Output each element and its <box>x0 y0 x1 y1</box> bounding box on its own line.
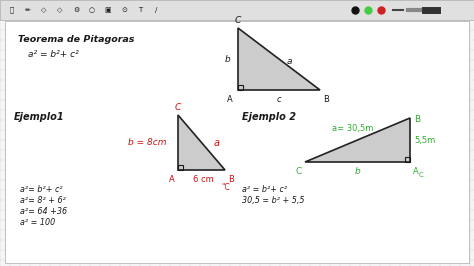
Text: ○: ○ <box>89 7 95 13</box>
Text: 30,5 = b² + 5,5: 30,5 = b² + 5,5 <box>242 196 304 205</box>
Text: C: C <box>175 103 181 112</box>
Text: a² = 100: a² = 100 <box>20 218 55 227</box>
Polygon shape <box>178 115 225 170</box>
Text: 5,5m: 5,5m <box>414 135 435 144</box>
Text: C: C <box>419 172 424 178</box>
Text: "C: "C <box>222 183 230 192</box>
Text: a= 30,5m: a= 30,5m <box>332 124 373 133</box>
Text: ◇: ◇ <box>57 7 63 13</box>
Text: a²= 64 +36: a²= 64 +36 <box>20 207 67 216</box>
Text: B: B <box>228 175 234 184</box>
Text: b: b <box>225 55 231 64</box>
Bar <box>405 157 410 162</box>
Text: A: A <box>227 95 233 104</box>
Bar <box>238 85 243 90</box>
Text: ⬛: ⬛ <box>10 7 14 13</box>
Text: ⊙: ⊙ <box>121 7 127 13</box>
Text: a² = b²+ c²: a² = b²+ c² <box>242 185 287 194</box>
Text: /: / <box>155 7 157 13</box>
Text: B: B <box>414 115 420 124</box>
Text: A: A <box>413 167 419 176</box>
Text: a²= b²+ c²: a²= b²+ c² <box>20 185 63 194</box>
Text: C: C <box>235 16 241 25</box>
Text: b: b <box>355 167 360 176</box>
Text: T: T <box>138 7 142 13</box>
Text: ✏: ✏ <box>25 7 31 13</box>
Bar <box>0 0 474 20</box>
Text: a²= 8² + 6²: a²= 8² + 6² <box>20 196 66 205</box>
Text: a² = b²+ c²: a² = b²+ c² <box>28 50 79 59</box>
Text: ◇: ◇ <box>41 7 46 13</box>
Text: A: A <box>169 175 175 184</box>
Bar <box>178 165 183 170</box>
Polygon shape <box>305 118 410 162</box>
Text: ⚙: ⚙ <box>73 7 79 13</box>
Text: b = 8cm: b = 8cm <box>128 138 166 147</box>
Text: a: a <box>287 56 292 65</box>
Text: Ejemplo1: Ejemplo1 <box>14 112 64 122</box>
Text: c: c <box>277 95 281 104</box>
Text: C: C <box>296 167 302 176</box>
Text: ▣: ▣ <box>105 7 111 13</box>
Text: Ejemplo 2: Ejemplo 2 <box>242 112 296 122</box>
Text: 6 cm: 6 cm <box>193 175 214 184</box>
Text: B: B <box>323 95 329 104</box>
Text: Teorema de Pitagoras: Teorema de Pitagoras <box>18 35 134 44</box>
Polygon shape <box>238 28 320 90</box>
Text: a: a <box>213 138 219 148</box>
